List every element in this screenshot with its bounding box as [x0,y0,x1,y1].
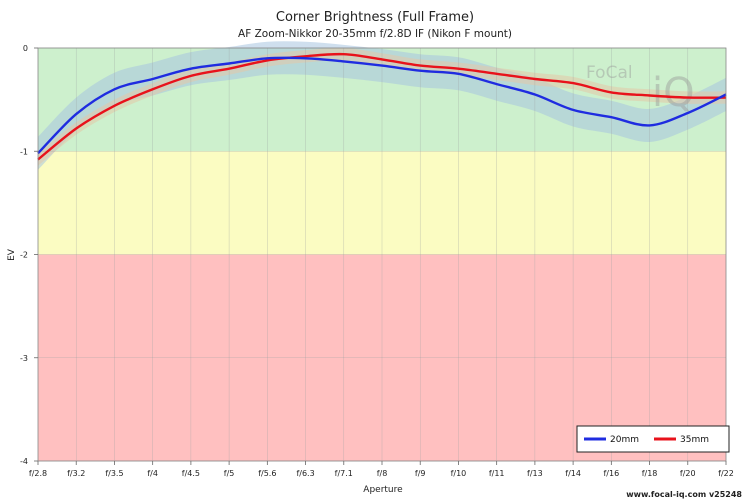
series-line-20mm [37,56,727,155]
x-tick-label: f/5 [224,469,235,478]
x-axis-label: Aperture [363,485,403,495]
y-tick-label: -3 [20,354,28,363]
x-tick-label: f/3.2 [67,469,85,478]
x-tick-label: f/7.1 [335,469,353,478]
focal-iq-watermark: FoCal iQ [586,63,695,116]
watermark-text-b: iQ [652,70,695,116]
y-tick-label: 0 [23,44,28,53]
x-tick-labels: f/2.8 f/3.2 f/3.5 f/4 f/4.5 f/5 f/5.6 f/6.3 f/7.… [29,461,734,478]
y-tick-label: -1 [20,147,28,156]
y-tick-label: -2 [20,251,28,260]
footer-credit: www.focal-iq.com v25248 [626,490,742,499]
legend-label-35mm: 35mm [680,435,709,445]
watermark-text-a: FoCal [586,63,633,83]
legend: 20mm 35mm [576,425,730,453]
x-tick-label: f/5.6 [258,469,276,478]
x-tick-label: f/18 [642,469,658,478]
x-tick-label: f/8 [377,469,388,478]
y-axis-label: EV [7,248,17,261]
x-tick-label: f/11 [489,469,505,478]
x-tick-label: f/16 [603,469,619,478]
x-tick-label: f/6.3 [296,469,314,478]
series-lines [37,52,727,161]
chart-subtitle: AF Zoom-Nikkor 20-35mm f/2.8D IF (Nikon … [238,28,512,40]
grid-lines [38,47,726,462]
x-tick-label: f/13 [527,469,543,478]
y-tick-label: -4 [20,457,28,466]
confidence-bands [38,41,726,170]
x-tick-label: f/22 [718,469,734,478]
series-line-35mm [37,52,727,161]
band-35mm [38,47,726,166]
x-tick-label: f/14 [565,469,581,478]
x-tick-label: f/3.5 [105,469,123,478]
x-tick-label: f/4.5 [182,469,200,478]
x-tick-label: f/4 [147,469,158,478]
x-tick-label: f/10 [451,469,467,478]
legend-label-20mm: 20mm [610,435,639,445]
chart-title: Corner Brightness (Full Frame) [276,10,474,25]
y-tick-labels: 0 -1 -2 -3 -4 [20,44,38,466]
x-tick-label: f/20 [680,469,696,478]
x-tick-label: f/9 [415,469,426,478]
x-tick-label: f/2.8 [29,469,47,478]
